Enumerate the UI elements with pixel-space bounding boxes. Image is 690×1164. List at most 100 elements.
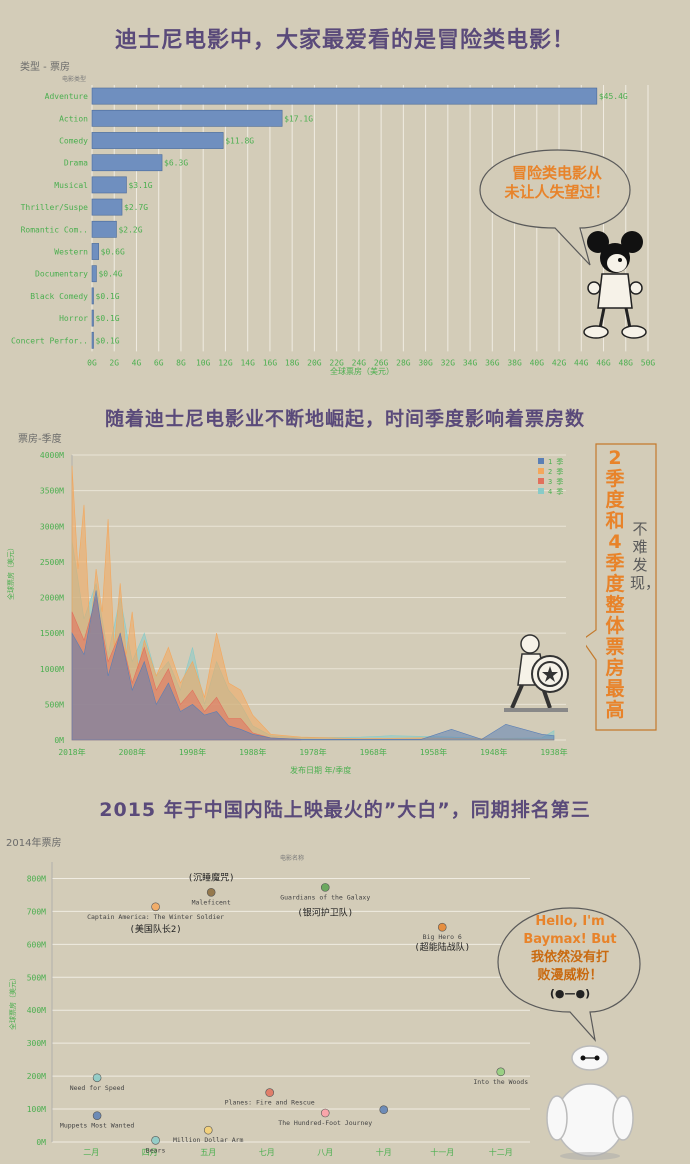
chart3-xtick-label: 十一月 xyxy=(430,1147,454,1157)
chart3-point xyxy=(496,1067,506,1077)
chart1-xtick-label: 28G xyxy=(396,358,411,367)
chart1-xtick-label: 30G xyxy=(418,358,433,367)
chart1-value-label: $17.1G xyxy=(284,114,313,123)
chart1-xtick-label: 34G xyxy=(463,358,478,367)
chart1-xtick-label: 16G xyxy=(263,358,278,367)
headline-2: 随着迪士尼电影业不断地崛起，时间季度影响着票房数 xyxy=(104,408,585,430)
chart1-xtick-label: 6G xyxy=(154,358,164,367)
chart2-ytick-label: 3000M xyxy=(40,522,64,531)
chart1-bar xyxy=(91,265,97,283)
chart1-xtick-label: 26G xyxy=(374,358,389,367)
chart2-xtick-label: 2008年 xyxy=(119,747,146,757)
callout-1-text: 冒险类电影从 未让人失望过！ xyxy=(492,164,622,202)
chart3-subheader: 电影名称 xyxy=(280,855,305,862)
chart1-bar xyxy=(91,198,123,216)
chart3-xtick-label: 五月 xyxy=(200,1148,216,1157)
chart3-point xyxy=(206,888,216,897)
chart2-xtick-label: 1998年 xyxy=(179,747,206,757)
chart3-ytick-label: 200M xyxy=(27,1072,46,1081)
chart1-bar xyxy=(91,287,94,305)
chart2-xtick-label: 1938年 xyxy=(540,747,567,757)
chart3-point xyxy=(151,902,160,912)
chart2-legend-label: 3 季 xyxy=(548,477,563,486)
chart3-point xyxy=(151,1136,160,1145)
chart1-xlabel: 全球票房（美元） xyxy=(330,367,394,376)
chart1-bar xyxy=(91,331,94,349)
chart2-header: 票房-季度 xyxy=(18,434,62,445)
chart1-value-label: $0.6G xyxy=(101,248,125,257)
chart1-bar xyxy=(91,109,283,127)
chart2-xtick-label: 1978年 xyxy=(299,747,326,757)
chart3-point xyxy=(379,1105,389,1115)
callout-3-line-2: Baymax! But xyxy=(523,932,617,947)
chart3-xtick-label: 四月 xyxy=(142,1148,158,1157)
chart3-xtick-label: 十二月 xyxy=(489,1147,513,1157)
chart1-xtick-label: 0G xyxy=(87,358,97,367)
mickey-mouse-icon xyxy=(583,231,647,339)
chart1-xtick-label: 24G xyxy=(352,358,367,367)
quarter-area-chart: 0M 500M 1000M 1500M 2000M 2500M 3000M 3500M 4000… xyxy=(40,451,568,757)
chart3-point-label: Maleficent xyxy=(192,898,231,906)
chart2-xtick-label: 2018年 xyxy=(58,747,85,757)
chart2-xtick-label: 1988年 xyxy=(239,747,266,757)
chart2-ytick-label: 1500M xyxy=(40,629,64,638)
chart2-ytick-label: 2500M xyxy=(40,558,64,567)
chart2-legend-swatch xyxy=(538,458,544,464)
chart1-xtick-label: 46G xyxy=(596,358,611,367)
chart1-category-label: Thriller/Suspe xyxy=(21,203,89,212)
chart1-category-label: Western xyxy=(54,248,88,257)
chart2-ytick-label: 0M xyxy=(54,736,64,745)
chart1-xtick-label: 12G xyxy=(218,358,233,367)
speech-bubble-3 xyxy=(497,907,641,1042)
chart2-area-series-2 xyxy=(71,465,555,741)
chart1-xtick-label: 20G xyxy=(307,358,322,367)
chart3-point-label: Planes: Fire and Rescue xyxy=(225,1099,315,1107)
chart2-legend-label: 4 季 xyxy=(548,487,563,496)
chart2-ytick-label: 1000M xyxy=(40,665,64,674)
genre-bar-chart: 0G 2G 4G 6G 8G 10G 12G 14G 16G 18G 20G 22G 24G 26G 28G… xyxy=(11,85,655,367)
chart1-bar xyxy=(91,309,94,327)
chart1-category-label: Documentary xyxy=(35,270,88,279)
chart3-xtick-label: 二月 xyxy=(83,1148,99,1157)
chart1-value-label: $0.1G xyxy=(96,314,120,323)
chart3-ytick-label: 500M xyxy=(27,973,46,982)
chart1-xtick-label: 36G xyxy=(485,358,500,367)
chart1-bar xyxy=(91,154,163,172)
chart2-legend-swatch xyxy=(538,468,544,474)
chart2-legend-swatch xyxy=(538,488,544,494)
chart2-legend-label: 1 季 xyxy=(548,457,563,466)
callout-3-line-3: 我依然没有打 xyxy=(530,950,609,965)
chart1-xtick-label: 44G xyxy=(574,358,589,367)
callout-2-text-a: 2季度和4季度整体票房最高 xyxy=(605,447,625,721)
chart3-point xyxy=(92,1073,102,1083)
chart1-value-label: $2.7G xyxy=(124,203,148,212)
callout-3-line-4: 败漫威粉！ xyxy=(537,968,603,983)
chart3-point-cn-label: (银河护卫队) xyxy=(297,906,353,918)
chart3-ytick-label: 100M xyxy=(27,1105,46,1114)
callout-1-line-2: 未让人失望过！ xyxy=(504,183,610,201)
chart3-point-cn-label: (超能陆战队) xyxy=(414,941,470,953)
chart1-value-label: $6.3G xyxy=(164,159,188,168)
chart3-point-label: Need for Speed xyxy=(70,1084,125,1092)
chart1-bar xyxy=(91,87,598,105)
chart3-point xyxy=(437,922,447,932)
headline-1: 迪士尼电影中，大家最爱看的是冒险类电影！ xyxy=(114,28,575,53)
chart1-category-label: Comedy xyxy=(59,137,88,146)
chart3-xtick-label: 八月 xyxy=(317,1148,333,1157)
chart2-ytick-label: 4000M xyxy=(40,451,64,460)
chart1-xtick-label: 40G xyxy=(530,358,545,367)
chart1-xtick-label: 10G xyxy=(196,358,211,367)
chart3-point-cn-label: (沉睡魔咒) xyxy=(188,871,235,883)
chart3-point xyxy=(320,883,330,892)
chart3-point-label: Million Dollar Arm xyxy=(173,1136,244,1144)
callout-3-text: Hello, I'm Baymax! But 我依然没有打 败漫威粉！ (●—●… xyxy=(510,913,630,1003)
chart1-xtick-label: 22G xyxy=(329,358,344,367)
chart3-ytick-label: 300M xyxy=(27,1039,46,1048)
chart3-ylabel: 全球票房（美元） xyxy=(9,974,17,1030)
chart1-subheader: 电影类型 xyxy=(62,76,87,83)
chart3-header: 2014年票房 xyxy=(6,838,62,849)
chart3-point xyxy=(320,1108,330,1118)
chart3-ytick-label: 800M xyxy=(27,874,46,883)
chart1-bar xyxy=(91,132,224,149)
chart2-xtick-label: 1948年 xyxy=(480,747,507,757)
